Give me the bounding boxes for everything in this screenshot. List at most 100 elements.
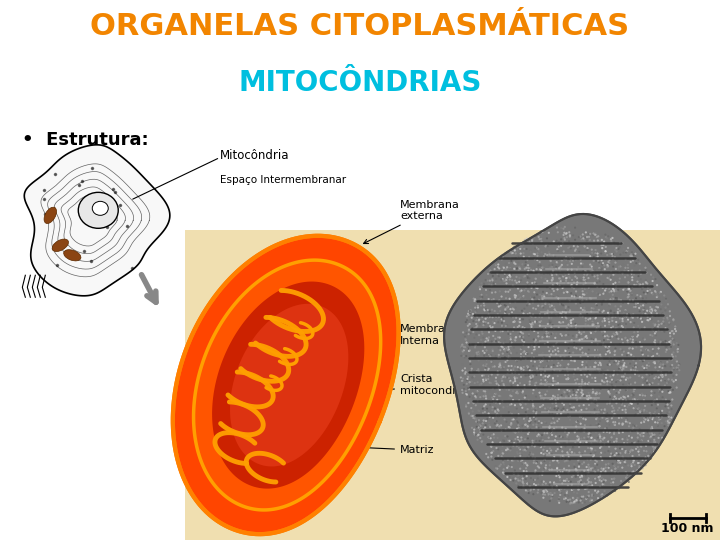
Point (599, 487, 611, 495)
Point (522, 282, 534, 291)
Point (509, 265, 521, 273)
Point (526, 397, 538, 406)
Point (611, 244, 622, 252)
Point (528, 266, 539, 275)
Point (593, 232, 604, 241)
Point (613, 441, 624, 450)
Point (569, 355, 580, 364)
Point (526, 279, 538, 287)
Point (510, 413, 522, 422)
Point (551, 262, 562, 271)
Point (528, 458, 539, 467)
Point (456, 389, 468, 397)
Point (662, 404, 674, 413)
Point (536, 237, 547, 246)
Point (567, 254, 579, 262)
Point (526, 293, 538, 301)
Point (513, 264, 525, 272)
Point (666, 354, 678, 363)
Point (531, 363, 542, 372)
Point (521, 348, 533, 357)
Point (619, 445, 631, 454)
Point (598, 480, 610, 489)
Point (632, 299, 644, 307)
Point (535, 370, 546, 379)
Point (496, 255, 508, 264)
Point (596, 494, 608, 502)
Point (616, 463, 628, 472)
Point (486, 281, 498, 290)
Point (560, 275, 572, 284)
Point (553, 264, 564, 273)
Point (538, 450, 549, 458)
Point (526, 313, 538, 321)
Point (492, 383, 504, 392)
Point (642, 306, 653, 315)
Point (621, 386, 632, 395)
Point (482, 306, 493, 314)
Point (520, 258, 531, 267)
Point (534, 235, 546, 244)
Point (483, 295, 495, 303)
Point (470, 316, 482, 325)
Point (528, 456, 540, 465)
Point (615, 358, 626, 367)
Point (601, 415, 613, 424)
Point (502, 432, 513, 441)
Point (516, 242, 527, 251)
Point (501, 463, 513, 472)
Point (657, 306, 669, 315)
Point (601, 428, 613, 436)
Point (523, 364, 534, 373)
Point (538, 364, 549, 373)
Point (514, 278, 526, 286)
Point (473, 298, 485, 306)
Point (510, 474, 521, 482)
Point (608, 371, 619, 380)
Point (611, 448, 622, 456)
Point (552, 355, 563, 364)
Point (591, 461, 603, 469)
Point (567, 494, 579, 503)
Point (633, 396, 644, 404)
Point (639, 364, 650, 373)
Point (617, 339, 629, 347)
Point (518, 340, 529, 349)
Point (552, 223, 563, 232)
Point (631, 406, 642, 415)
Point (555, 489, 567, 497)
Point (559, 468, 570, 476)
Point (635, 292, 647, 301)
Point (644, 433, 656, 442)
Point (624, 419, 636, 428)
Point (538, 269, 549, 278)
Point (508, 427, 519, 436)
Point (520, 371, 531, 380)
Point (586, 334, 598, 343)
Point (576, 406, 588, 414)
Point (498, 263, 509, 272)
Point (580, 333, 591, 341)
Point (636, 442, 647, 451)
Point (603, 388, 614, 397)
Point (495, 411, 507, 420)
Point (528, 353, 540, 361)
Point (552, 464, 563, 473)
Point (581, 392, 593, 400)
Point (576, 425, 588, 434)
Point (505, 392, 517, 401)
Point (603, 463, 615, 471)
Point (598, 378, 610, 387)
Point (466, 404, 477, 413)
Point (556, 484, 567, 493)
Point (528, 267, 539, 275)
Point (582, 367, 594, 375)
Point (600, 242, 611, 251)
Point (532, 296, 544, 305)
Point (536, 228, 547, 237)
Point (576, 436, 588, 444)
Point (494, 346, 505, 354)
Point (670, 356, 681, 364)
Point (561, 324, 572, 333)
Point (508, 313, 519, 322)
